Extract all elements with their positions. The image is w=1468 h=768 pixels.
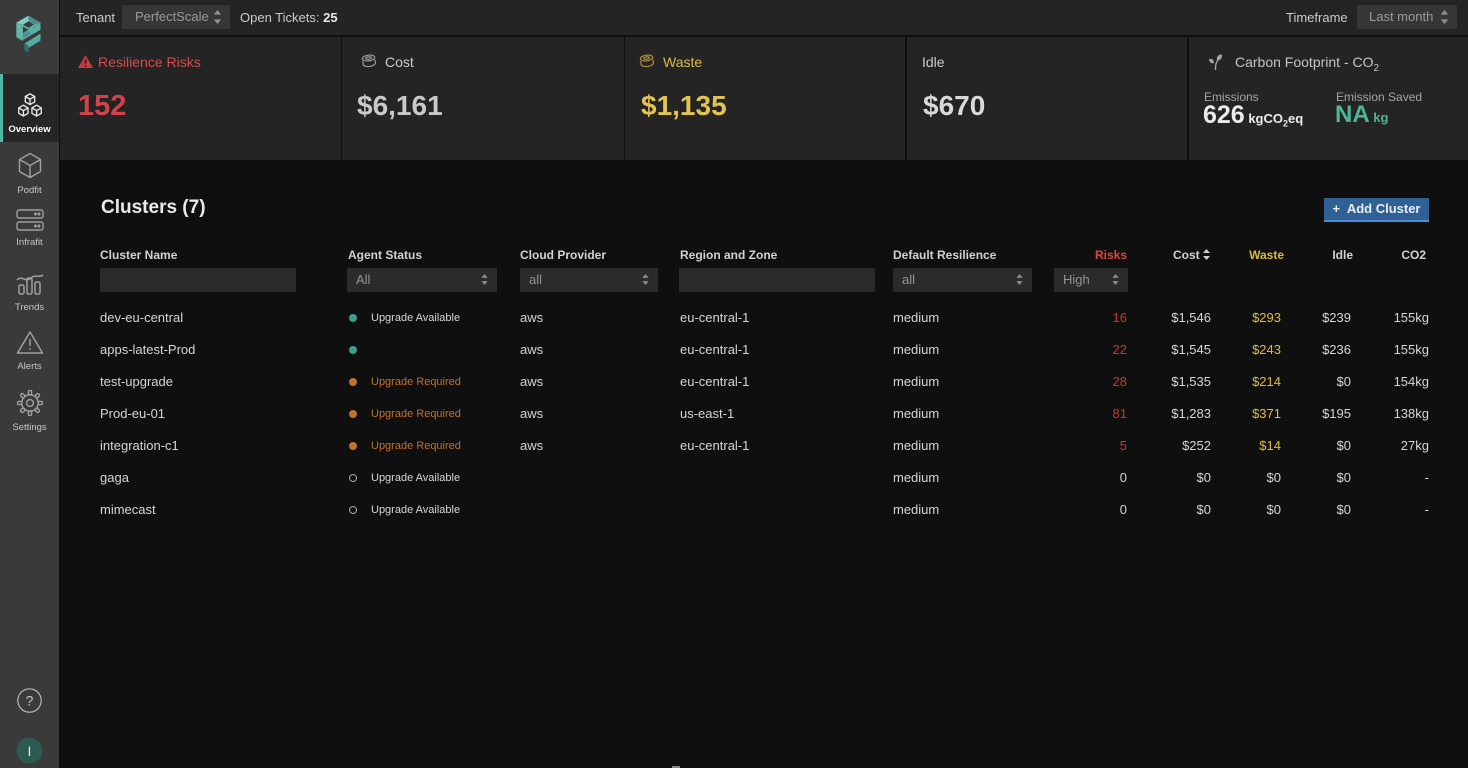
svg-text:?: ?: [26, 693, 34, 709]
svg-text:I: I: [28, 743, 32, 759]
